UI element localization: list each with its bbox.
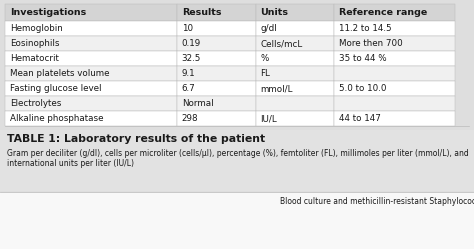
Text: 9.1: 9.1 <box>182 69 195 78</box>
Text: 5.0 to 10.0: 5.0 to 10.0 <box>339 84 387 93</box>
Bar <box>255 66 335 81</box>
Text: g/dl: g/dl <box>261 24 277 33</box>
Text: Reference range: Reference range <box>339 8 428 17</box>
Bar <box>5 81 177 96</box>
Text: Gram per deciliter (g/dl), cells per microliter (cells/µl), percentage (%), femt: Gram per deciliter (g/dl), cells per mic… <box>7 149 469 168</box>
Text: 0.19: 0.19 <box>182 39 201 48</box>
Bar <box>5 111 177 126</box>
Text: More then 700: More then 700 <box>339 39 403 48</box>
Text: Mean platelets volume: Mean platelets volume <box>10 69 109 78</box>
Text: Results: Results <box>182 8 221 17</box>
Bar <box>5 36 177 51</box>
Text: 44 to 147: 44 to 147 <box>339 114 381 123</box>
Bar <box>177 96 255 111</box>
Bar <box>5 96 177 111</box>
Bar <box>5 51 177 66</box>
Text: %: % <box>261 54 269 63</box>
Bar <box>335 21 455 36</box>
Bar <box>177 81 255 96</box>
Text: Electrolytes: Electrolytes <box>10 99 61 108</box>
Bar <box>255 111 335 126</box>
Bar <box>255 96 335 111</box>
Text: IU/L: IU/L <box>261 114 277 123</box>
Text: 32.5: 32.5 <box>182 54 201 63</box>
Text: 11.2 to 14.5: 11.2 to 14.5 <box>339 24 392 33</box>
Text: 298: 298 <box>182 114 198 123</box>
Text: Investigations: Investigations <box>10 8 86 17</box>
Bar <box>177 51 255 66</box>
Text: 6.7: 6.7 <box>182 84 195 93</box>
Bar <box>255 51 335 66</box>
Text: Hematocrit: Hematocrit <box>10 54 59 63</box>
Bar <box>177 4 255 21</box>
Bar <box>335 36 455 51</box>
Text: 35 to 44 %: 35 to 44 % <box>339 54 387 63</box>
Bar <box>335 111 455 126</box>
Bar <box>5 21 177 36</box>
Bar <box>255 21 335 36</box>
Text: Normal: Normal <box>182 99 213 108</box>
Text: Eosinophils: Eosinophils <box>10 39 60 48</box>
Text: Fasting glucose level: Fasting glucose level <box>10 84 101 93</box>
Bar <box>177 21 255 36</box>
Bar <box>177 36 255 51</box>
Text: Hemoglobin: Hemoglobin <box>10 24 63 33</box>
Text: Units: Units <box>261 8 289 17</box>
Bar <box>335 51 455 66</box>
Bar <box>0 193 474 249</box>
Bar <box>5 4 177 21</box>
Bar <box>5 66 177 81</box>
Text: mmol/L: mmol/L <box>261 84 293 93</box>
Text: TABLE 1: Laboratory results of the patient: TABLE 1: Laboratory results of the patie… <box>7 134 265 144</box>
Bar <box>335 4 455 21</box>
Bar <box>177 66 255 81</box>
Text: Blood culture and methicillin-resistant Staphylococcus aureus (MRSA) screenings : Blood culture and methicillin-resistant … <box>280 197 474 206</box>
Bar <box>335 81 455 96</box>
Bar <box>177 111 255 126</box>
Bar <box>335 66 455 81</box>
Bar <box>335 96 455 111</box>
Bar <box>255 81 335 96</box>
Text: Cells/mcL: Cells/mcL <box>261 39 303 48</box>
Text: Alkaline phosphatase: Alkaline phosphatase <box>10 114 103 123</box>
Bar <box>0 130 474 191</box>
Text: 10: 10 <box>182 24 193 33</box>
Bar <box>255 4 335 21</box>
Bar <box>255 36 335 51</box>
Text: FL: FL <box>261 69 271 78</box>
